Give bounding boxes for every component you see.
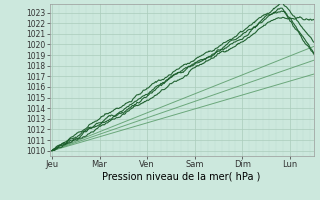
X-axis label: Pression niveau de la mer( hPa ): Pression niveau de la mer( hPa ) (102, 172, 261, 182)
